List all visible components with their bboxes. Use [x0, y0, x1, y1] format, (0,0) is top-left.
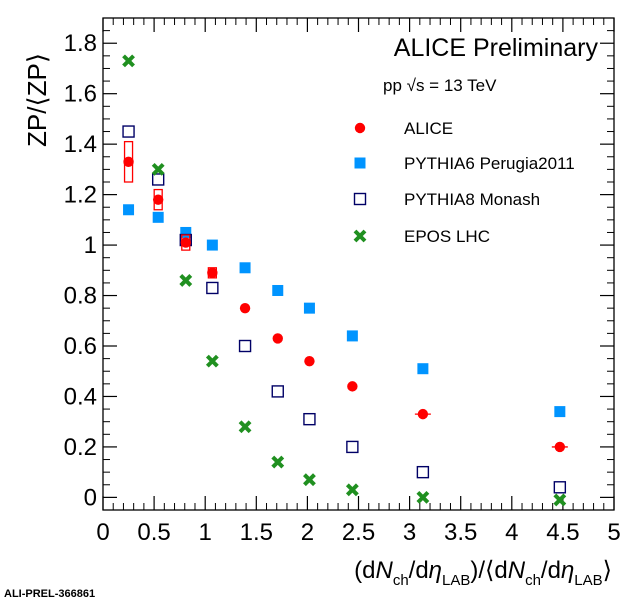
x-axis-ticks: 0 0.5 1 1.5 2 2.5 3 3.5 4 4.5 5: [96, 18, 621, 546]
x-tick-label: 4.5: [546, 519, 579, 546]
data-point: [416, 465, 430, 479]
data-point: [152, 194, 164, 205]
data-point: [554, 441, 566, 453]
x-tick-label: 0.5: [137, 519, 170, 546]
x-tick-label: 1.5: [240, 519, 273, 546]
x-cross-stroke: [238, 420, 252, 434]
legend-label: ALICE: [404, 119, 453, 138]
y-tick-label: 1.4: [64, 131, 97, 158]
y-tick-label: 0.6: [64, 333, 97, 360]
legend-label: PYTHIA8 Monash: [404, 190, 540, 209]
y-tick-label: 0.2: [64, 434, 97, 461]
figure-id-label: ALI-PREL-366861: [4, 588, 95, 600]
legend-marker: [354, 122, 366, 134]
data-point: [271, 385, 284, 398]
x-cross-stroke: [345, 483, 359, 497]
y-tick-label: 0.4: [64, 383, 97, 410]
y-tick-label: 1: [84, 232, 97, 259]
series-epos-lhc: [122, 54, 567, 507]
data-point: [272, 284, 284, 296]
x-tick-label: 4: [505, 519, 518, 546]
legend-marker: [353, 192, 367, 206]
y-tick-label: 1.8: [64, 30, 97, 57]
y-tick-label: 0.8: [64, 283, 97, 310]
y-tick-label: 1.2: [64, 182, 97, 209]
data-point: [553, 493, 567, 507]
data-point: [207, 267, 218, 279]
x-axis-label: (dNch/dηLAB)/⟨dNch/dηLAB⟩: [354, 557, 612, 589]
data-point: [304, 355, 315, 367]
plot-frame: [102, 17, 615, 511]
data-point: [239, 302, 251, 314]
series-pythia6-perugia2011: [123, 204, 566, 418]
x-tick-label: 3: [403, 519, 416, 546]
x-cross-stroke: [271, 455, 285, 469]
x-tick-label: 1: [199, 519, 212, 546]
data-point: [238, 339, 252, 353]
data-point: [122, 54, 135, 68]
data-point: [345, 483, 359, 497]
series-layer: [122, 54, 568, 507]
x-cross-stroke: [122, 54, 135, 68]
data-point: [303, 412, 316, 426]
data-point: [179, 273, 193, 287]
y-tick-label: 0: [84, 484, 97, 511]
data-point: [238, 420, 252, 434]
data-point: [303, 302, 315, 314]
data-point: [271, 455, 285, 469]
data-point: [206, 239, 218, 251]
data-point: [346, 440, 359, 454]
legend-label: PYTHIA6 Perugia2011: [404, 154, 575, 173]
data-point: [151, 173, 165, 186]
x-cross-stroke: [205, 354, 219, 368]
y-axis-label: ZP/⟨ZP⟩: [22, 53, 52, 147]
data-point: [123, 156, 134, 168]
x-tick-label: 0: [96, 519, 109, 546]
data-point: [417, 408, 429, 420]
x-cross-stroke: [553, 493, 567, 507]
legend-marker: [353, 229, 367, 243]
x-tick-label: 2.5: [342, 519, 375, 546]
data-point: [180, 226, 192, 238]
data-point: [151, 162, 165, 176]
plot-area-border: [102, 17, 615, 511]
data-point: [416, 490, 430, 504]
x-cross-stroke: [353, 229, 367, 243]
data-point: [346, 330, 358, 342]
data-point: [347, 381, 358, 392]
data-point: [152, 211, 164, 223]
data-point: [272, 333, 283, 344]
series-alice: [123, 140, 568, 453]
x-cross-stroke: [179, 273, 193, 287]
y-tick-label: 1.6: [64, 81, 97, 108]
x-cross-stroke: [303, 473, 316, 487]
legend-label: EPOS LHC: [404, 227, 490, 246]
data-point: [417, 363, 429, 375]
data-point: [122, 125, 135, 138]
data-point: [206, 281, 219, 295]
chart-subtitle: pp √s = 13 TeV: [383, 76, 497, 95]
data-point: [303, 473, 316, 487]
x-tick-label: 3.5: [444, 519, 477, 546]
data-point: [239, 262, 251, 274]
x-cross-stroke: [151, 162, 165, 176]
x-tick-label: 5: [607, 519, 620, 546]
y-axis-ticks: 0 0.2 0.4 0.6 0.8 1 1.2 1.4 1.6 1.8: [64, 30, 614, 511]
series-pythia8-monash: [122, 125, 567, 494]
chart-title: ALICE Preliminary: [394, 34, 599, 62]
legend-marker: [354, 157, 366, 169]
data-point: [123, 204, 135, 216]
data-point: [205, 354, 219, 368]
data-point: [553, 481, 567, 494]
x-tick-label: 2: [301, 519, 314, 546]
data-point: [180, 237, 191, 248]
x-cross-stroke: [416, 490, 430, 504]
legend: ALICE PYTHIA6 Perugia2011 PYTHIA8 Monash EP…: [353, 119, 575, 246]
data-point: [554, 406, 566, 418]
